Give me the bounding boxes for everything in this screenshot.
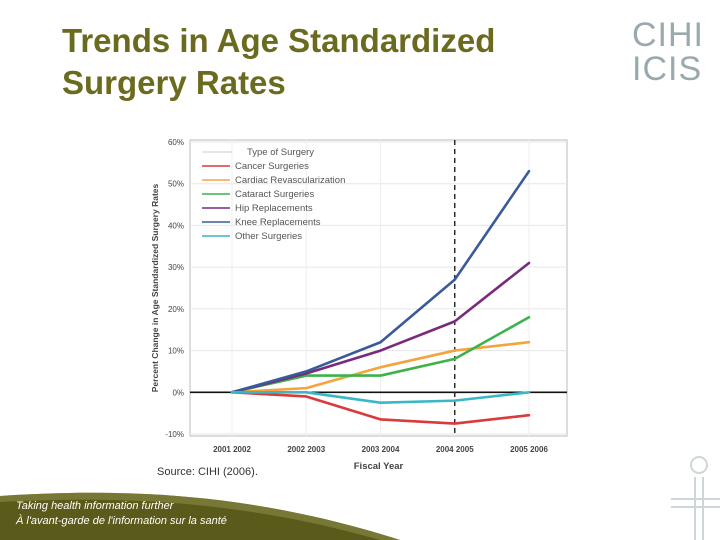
- series-line-2: [230, 315, 531, 394]
- y-tick-label: 0%: [172, 388, 184, 397]
- x-tick-label: 2004 2005: [436, 445, 474, 454]
- tagline-english: Taking health information further: [16, 500, 174, 512]
- series-line-0: [230, 390, 531, 425]
- x-tick-label: 2003 2004: [362, 445, 400, 454]
- legend-entry: Knee Replacements: [235, 217, 321, 228]
- footer-swoosh: [0, 492, 400, 540]
- legend-title: Type of Surgery: [247, 147, 314, 158]
- surgery-rates-chart: 60% 50% 40% 30% 20% 10% 0% -10% 2001 2002 2002 20…: [145, 138, 575, 478]
- x-axis-label: Fiscal Year: [354, 461, 404, 472]
- y-tick-label: 40%: [168, 221, 184, 230]
- source-note: Source: CIHI (2006).: [157, 466, 258, 478]
- y-tick-label: 20%: [168, 305, 184, 314]
- tagline-french: À l'avant-garde de l'information sur la …: [16, 515, 227, 527]
- slide-title: Trends in Age Standardized Surgery Rates: [62, 22, 496, 101]
- logo-line-icis: ICIS: [632, 50, 703, 88]
- y-tick-label: -10%: [165, 430, 184, 439]
- legend-entry: Cancer Surgeries: [235, 161, 309, 172]
- legend-entry: Cataract Surgeries: [235, 189, 314, 200]
- x-tick-label: 2002 2003: [287, 445, 325, 454]
- series-line-5: [230, 390, 531, 405]
- legend-entry: Cardiac Revascularization: [235, 175, 345, 186]
- x-tick-label: 2005 2006: [510, 445, 548, 454]
- logo-line-cihi: CIHI: [632, 16, 704, 54]
- cihi-logo: CIHI ICIS: [632, 16, 704, 88]
- x-tick-label: 2001 2002: [213, 445, 251, 454]
- legend-entry: Hip Replacements: [235, 203, 313, 214]
- y-tick-label: 30%: [168, 263, 184, 272]
- series-line-3: [230, 261, 531, 394]
- decorative-corner-icon: [671, 456, 720, 540]
- y-tick-label: 50%: [168, 180, 184, 189]
- y-axis-label: Percent Change in Age Standardized Surge…: [150, 184, 160, 393]
- y-tick-label: 10%: [168, 347, 184, 356]
- y-tick-label: 60%: [168, 138, 184, 147]
- legend-entry: Other Surgeries: [235, 231, 302, 242]
- series-line-4: [230, 169, 531, 394]
- chart-svg: 60% 50% 40% 30% 20% 10% 0% -10% 2001 2002 2002 20…: [150, 138, 568, 472]
- series-line-1: [230, 340, 531, 394]
